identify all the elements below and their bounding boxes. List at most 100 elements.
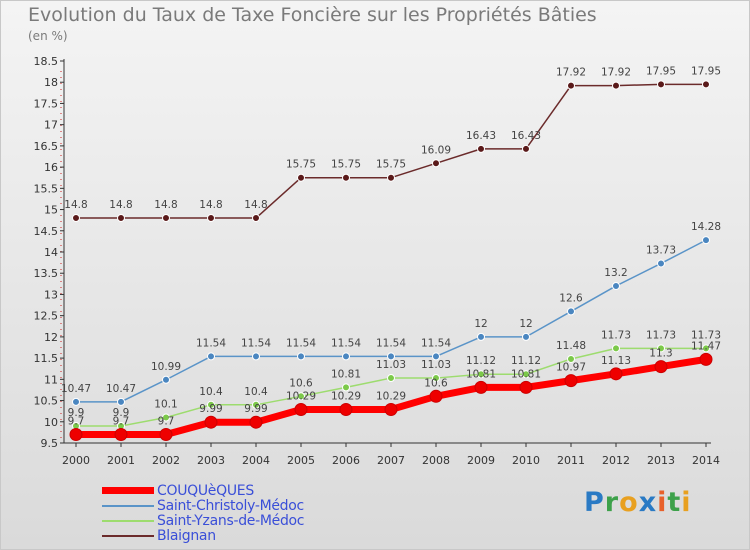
data-point [252, 352, 260, 361]
data-label: 14.28 [691, 221, 721, 233]
y-tick-label: 18.5 [34, 55, 59, 68]
data-label: 10.81 [511, 368, 541, 380]
data-label: 10.29 [331, 390, 361, 402]
legend-swatch [102, 520, 154, 522]
data-point [162, 375, 170, 384]
data-label: 14.8 [109, 199, 132, 211]
x-tick-label: 2003 [197, 454, 225, 467]
data-point [72, 397, 80, 406]
data-label: 11.12 [511, 355, 541, 367]
y-tick-label: 12 [44, 331, 58, 344]
data-label: 11.13 [601, 355, 631, 367]
x-tick-label: 2014 [692, 454, 720, 467]
data-label: 15.75 [331, 159, 361, 171]
data-point [477, 332, 485, 341]
legend-swatch [102, 535, 154, 537]
data-label: 9.9 [113, 407, 130, 419]
unit-label: (en %) [28, 29, 68, 43]
data-label: 9.7 [113, 416, 130, 428]
data-label: 11.3 [649, 348, 672, 360]
data-label: 10.4 [199, 386, 223, 398]
data-point [657, 344, 665, 353]
data-label: 10.97 [556, 362, 586, 374]
y-tick-label: 16 [44, 161, 58, 174]
data-label: 10.99 [151, 361, 181, 373]
x-tick-label: 2011 [557, 454, 585, 467]
data-label: 11.47 [691, 340, 721, 352]
data-label: 11.03 [376, 359, 406, 371]
data-point [297, 392, 305, 401]
logo-letter: i [657, 487, 668, 518]
data-point [702, 344, 710, 353]
data-label: 10.6 [289, 377, 313, 389]
data-point [567, 354, 575, 363]
data-label: 10.47 [61, 383, 91, 395]
data-point [117, 214, 125, 223]
data-label: 15.75 [376, 159, 406, 171]
data-label: 11.73 [691, 329, 721, 341]
data-point [657, 259, 665, 268]
data-point [252, 400, 260, 409]
data-point [207, 352, 215, 361]
y-tick-label: 14.5 [34, 225, 59, 238]
data-point [342, 173, 350, 182]
data-label: 17.92 [556, 67, 586, 79]
y-tick-label: 18 [44, 76, 58, 89]
data-point [204, 415, 218, 429]
data-point [342, 352, 350, 361]
data-label: 10.6 [424, 377, 448, 389]
y-tick-label: 11.5 [34, 352, 59, 365]
data-point [117, 397, 125, 406]
data-label: 16.43 [511, 130, 541, 142]
data-point [432, 374, 440, 383]
logo-letter: x [638, 487, 658, 518]
data-label: 11.03 [421, 359, 451, 371]
y-tick-label: 15.5 [34, 182, 59, 195]
x-tick-label: 2008 [422, 454, 450, 467]
legend-label: Saint-Christoly-Médoc [157, 498, 304, 514]
data-label: 10.29 [286, 390, 316, 402]
data-point [159, 428, 173, 442]
data-point [522, 370, 530, 379]
logo-letter: i [681, 487, 692, 518]
x-tick-label: 2007 [377, 454, 405, 467]
x-tick-label: 2012 [602, 454, 630, 467]
data-label: 11.54 [421, 337, 451, 349]
data-label: 11.54 [331, 337, 361, 349]
x-tick-label: 2000 [62, 454, 90, 467]
data-label: 13.73 [646, 244, 676, 256]
logo-letter: P [584, 487, 605, 518]
legend-label: COUQUèQUES [157, 483, 254, 499]
x-tick-label: 2005 [287, 454, 315, 467]
data-point [612, 81, 620, 90]
legend-label: Blaignan [157, 528, 216, 544]
data-point [297, 352, 305, 361]
data-label: 11.54 [376, 337, 406, 349]
data-point [387, 352, 395, 361]
data-label: 17.92 [601, 67, 631, 79]
y-tick-label: 17.5 [34, 97, 59, 110]
data-point [69, 428, 83, 442]
logo-letter: r [604, 487, 620, 518]
x-tick-label: 2009 [467, 454, 495, 467]
data-point [657, 80, 665, 89]
data-point [567, 81, 575, 90]
y-tick-label: 10 [44, 416, 58, 429]
data-point [564, 374, 578, 388]
data-label: 12 [519, 318, 532, 330]
data-point [342, 383, 350, 392]
data-label: 17.95 [646, 65, 676, 77]
x-tick-label: 2010 [512, 454, 540, 467]
data-point [432, 352, 440, 361]
data-label: 10.29 [376, 390, 406, 402]
data-label: 11.73 [646, 329, 676, 341]
x-tick-label: 2002 [152, 454, 180, 467]
data-label: 10.81 [466, 368, 496, 380]
y-tick-label: 12.5 [34, 310, 59, 323]
data-label: 12 [474, 318, 487, 330]
data-label: 11.73 [601, 329, 631, 341]
data-label: 9.99 [244, 403, 267, 415]
data-point [477, 370, 485, 379]
y-tick-label: 15 [44, 204, 58, 217]
